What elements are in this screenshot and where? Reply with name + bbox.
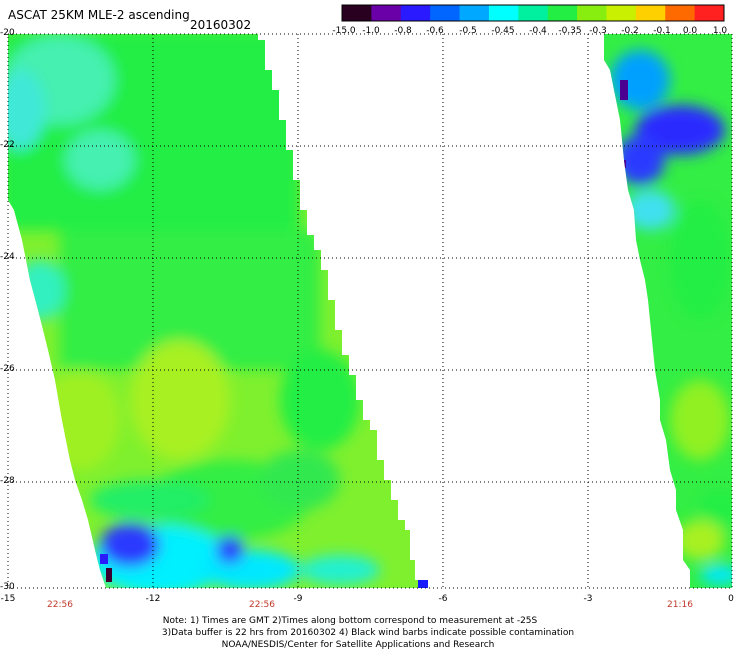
- colorbar-swatch: [577, 5, 607, 21]
- map-title: ASCAT 25KM MLE-2 ascending: [8, 8, 190, 22]
- colorbar-label: -0.4: [529, 26, 547, 36]
- lat-label: -22: [0, 140, 15, 150]
- colorbar-swatch: [635, 5, 666, 21]
- colorbar-swatch: [518, 5, 549, 21]
- colorbar-border: [341, 4, 725, 22]
- colorbar-label: -0.5: [459, 26, 477, 36]
- colorbar-label: -15.0: [332, 26, 356, 36]
- lon-label: -9: [293, 594, 303, 604]
- colorbar-label: -0.3: [589, 26, 607, 36]
- colorbar-label: -0.1: [653, 26, 671, 36]
- colorbar-label: -0.35: [558, 26, 582, 36]
- lat-label: -30: [0, 582, 15, 592]
- colorbar-swatch: [665, 5, 696, 21]
- note-line-1: Note: 1) Times are GMT 2)Times along bot…: [162, 616, 538, 626]
- colorbar-swatch: [342, 5, 372, 21]
- colorbar-swatch: [488, 5, 519, 21]
- colorbar-label: 1.0: [712, 26, 728, 36]
- lat-label: -28: [0, 476, 15, 486]
- time-label: 22:56: [47, 600, 73, 610]
- colorbar-swatch: [430, 5, 461, 21]
- colorbar-swatch: [606, 5, 637, 21]
- colorbar: [341, 4, 725, 22]
- colorbar-swatch: [547, 5, 578, 21]
- colorbar-label: -0.6: [426, 26, 444, 36]
- colorbar-label: -1.0: [362, 26, 380, 36]
- lon-label: -6: [438, 594, 448, 604]
- lon-label: -12: [145, 594, 161, 604]
- note-line-3: NOAA/NESDIS/Center for Satellite Applica…: [221, 640, 495, 650]
- right-swath: [604, 34, 732, 588]
- lon-label: -15: [0, 594, 16, 604]
- colorbar-swatch: [459, 5, 490, 21]
- colorbar-swatch: [400, 5, 431, 21]
- left-swath: [8, 34, 428, 588]
- lat-label: -24: [0, 252, 15, 262]
- colorbar-label: -0.8: [394, 26, 412, 36]
- lon-label: -3: [583, 594, 593, 604]
- lat-label: -20: [0, 28, 15, 38]
- time-label: 22:56: [249, 600, 275, 610]
- colorbar-swatch: [694, 5, 725, 21]
- colorbar-label: 0.0: [682, 26, 698, 36]
- lat-label: -26: [0, 364, 15, 374]
- colorbar-label: -0.2: [621, 26, 639, 36]
- note-line-2: 3)Data buffer is 22 hrs from 20160302 4)…: [161, 628, 575, 638]
- lon-label: 0: [728, 594, 734, 604]
- grid: [7, 33, 733, 589]
- colorbar-label: -0.45: [491, 26, 515, 36]
- colorbar-swatch: [371, 5, 402, 21]
- map-date: 20160302: [190, 18, 252, 32]
- time-label: 21:16: [667, 600, 693, 610]
